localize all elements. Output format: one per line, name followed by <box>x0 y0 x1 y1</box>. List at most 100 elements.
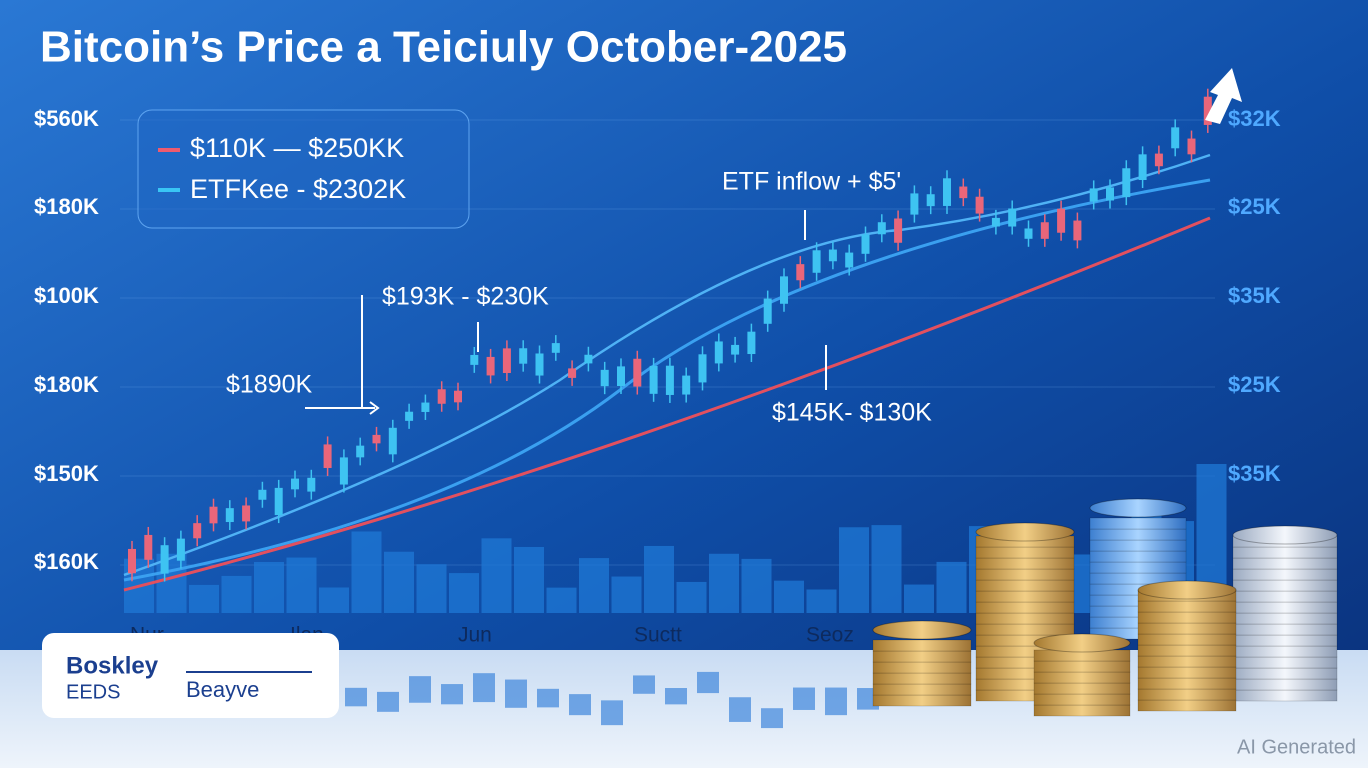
coin-edge <box>872 650 972 663</box>
candle-body <box>600 369 609 387</box>
candle-body <box>144 534 153 560</box>
volume-bar <box>546 587 577 613</box>
coin-edge <box>1137 677 1237 690</box>
decoration <box>120 68 1242 729</box>
candle-body <box>584 354 593 364</box>
volume-bar <box>741 558 772 613</box>
annotation: $1890K <box>226 371 313 399</box>
logo-text: Beayve <box>186 677 259 702</box>
coin-edge <box>1232 590 1338 603</box>
candle-body <box>991 217 1000 227</box>
coin-top <box>1033 633 1131 653</box>
volume-bar <box>514 546 544 613</box>
coin-edge <box>1137 699 1237 712</box>
candle-body <box>193 523 202 539</box>
reflection <box>729 697 751 722</box>
right-axis-label: $35K <box>1228 283 1281 308</box>
volume-bar <box>839 527 869 613</box>
candle-body <box>1073 220 1082 241</box>
candle-body <box>828 249 837 262</box>
candle-body <box>388 427 397 455</box>
coin-edge <box>975 568 1075 581</box>
candle-body <box>763 298 772 324</box>
coin-edge <box>1232 645 1338 658</box>
coin-edge <box>1089 528 1187 541</box>
coin-edge <box>1232 689 1338 702</box>
reflection <box>409 676 431 703</box>
left-axis-label: $100K <box>34 283 99 308</box>
coin-edge <box>1232 667 1338 680</box>
coin-edge <box>1033 682 1131 695</box>
candle-body <box>258 489 267 500</box>
month-label: Seoz <box>806 624 854 647</box>
coin-top <box>975 522 1075 542</box>
coin-edge <box>1137 633 1237 646</box>
candle-body <box>323 444 332 468</box>
candle-body <box>747 331 756 355</box>
coin-top <box>1089 498 1187 518</box>
candle-body <box>405 411 414 421</box>
volume-bar <box>774 580 804 613</box>
volume-bar <box>319 587 349 613</box>
watermark: AI Generated <box>1237 736 1356 758</box>
candle-body <box>372 434 381 444</box>
candle-body <box>1057 208 1066 233</box>
coin-edge <box>1137 611 1237 624</box>
coin-edge <box>975 579 1075 592</box>
reflection <box>633 675 655 694</box>
reflection <box>569 694 591 716</box>
candle-body <box>1171 127 1180 149</box>
volume-bar <box>936 561 967 613</box>
coin-edge <box>975 612 1075 625</box>
candle-body <box>617 366 625 387</box>
reflection <box>345 687 367 707</box>
candle-body <box>209 506 218 524</box>
candle-body <box>1138 154 1147 180</box>
logo-box <box>42 633 339 718</box>
coin-edge <box>1137 655 1237 668</box>
coin-edge <box>1137 600 1237 613</box>
candle-body <box>959 186 968 199</box>
volume-bar <box>676 581 707 613</box>
candle-body <box>910 193 919 215</box>
legend-label: $110K — $250KK <box>190 133 404 163</box>
legend-box <box>137 109 470 229</box>
arrow <box>1205 68 1242 124</box>
volume-bar <box>481 538 512 613</box>
month-label: Suctt <box>634 624 682 647</box>
title: Bitcoin’s Price a Teiciuly October-2025 <box>40 23 847 72</box>
annotation: ETF inflow + $5' <box>722 168 901 196</box>
coin-edge <box>1232 568 1338 581</box>
candle-body <box>633 358 642 387</box>
coin-edge <box>872 694 972 707</box>
reflection <box>665 688 687 705</box>
coin-edge <box>1232 601 1338 614</box>
candle-body <box>1040 222 1049 239</box>
pointer <box>305 210 827 415</box>
coin-edge <box>872 661 972 674</box>
volume-bar <box>384 551 414 613</box>
trend-line <box>123 216 1211 592</box>
candle-body <box>1203 96 1212 125</box>
volume-bar <box>611 576 642 613</box>
volume-bar <box>709 553 739 613</box>
candle-body <box>682 375 691 395</box>
coin-edge <box>872 672 972 685</box>
candle-body <box>486 356 495 376</box>
coin-edge <box>1232 612 1338 625</box>
volume-bar <box>806 589 837 613</box>
logo: Boskley EEDS Beayve <box>42 633 339 718</box>
coin-edge <box>975 557 1075 570</box>
candle-body <box>812 250 821 273</box>
coin-edge <box>1232 579 1338 592</box>
candle-body <box>535 353 544 376</box>
coin-edge <box>1089 561 1187 574</box>
volume-bar <box>189 584 219 613</box>
candle-body <box>894 218 903 243</box>
reflection <box>793 687 815 710</box>
candle-body <box>877 222 886 235</box>
right-axis-label: $25K <box>1228 372 1281 397</box>
volume-bar <box>286 557 317 613</box>
candle-body <box>780 276 788 304</box>
